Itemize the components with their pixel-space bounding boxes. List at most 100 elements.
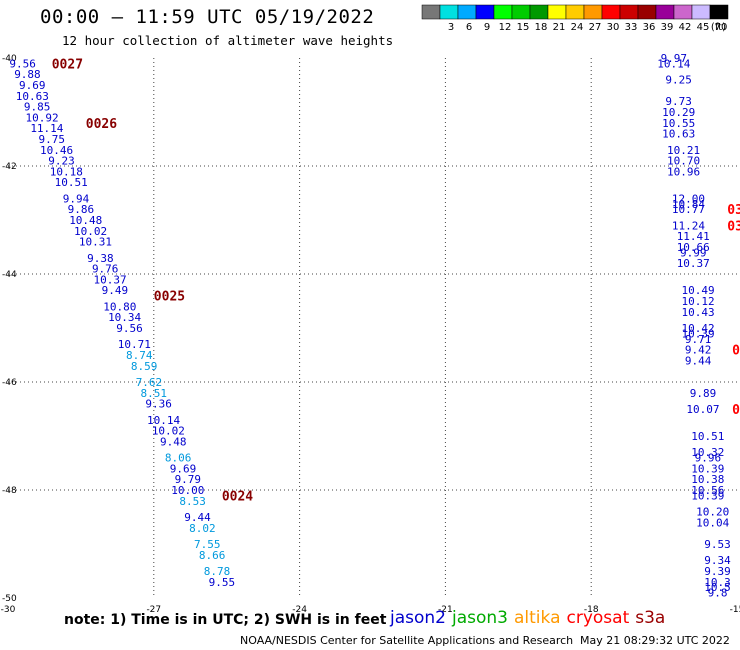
colorbar-tick-label: 36	[643, 22, 656, 33]
colorbar: 3 6 9 12 15 18 21 24 27 30 33 36 39 42 45 70(ft)	[421, 4, 729, 33]
colorbar-tick-label: 12	[499, 22, 512, 33]
swh-value-label: 10.39	[682, 327, 715, 340]
swh-value-label: 8.02	[189, 522, 216, 535]
swh-value-label: 10.63	[662, 128, 695, 141]
swh-value-label: 9.97	[661, 52, 688, 65]
swh-value-label: 10.37	[677, 257, 710, 270]
swh-value-label: 10.00	[171, 484, 204, 497]
swh-value-label: 9.56	[116, 322, 143, 335]
mission-legend-item: jason2	[390, 608, 446, 628]
colorbar-tick-label: 15	[517, 22, 530, 33]
colorbar-tick-label: 24	[571, 22, 584, 33]
mission-legend-item: jason3	[452, 608, 508, 628]
swh-value-label: 11.24	[672, 219, 705, 232]
swh-value-label: 8.78	[204, 565, 231, 578]
time-label: 0	[732, 403, 740, 418]
y-tick-label: -44	[2, 270, 17, 280]
time-label: 0024	[222, 489, 253, 504]
swh-value-label: 10.04	[696, 516, 729, 529]
colorbar-tick-label: 70	[715, 22, 728, 33]
time-label: 0354	[727, 219, 740, 234]
swh-value-label: 10.02	[152, 425, 185, 438]
x-tick-label: -24	[292, 605, 307, 615]
swh-value-label: 9.44	[685, 354, 712, 367]
swh-value-label: 10.46	[40, 144, 73, 157]
swh-value-label: 9.42	[685, 344, 712, 357]
swh-value-label: 8.66	[199, 549, 226, 562]
y-tick-label: -50	[2, 594, 17, 604]
chart-subtitle: 12 hour collection of altimeter wave hei…	[62, 33, 394, 48]
time-label: 0026	[86, 117, 117, 132]
y-tick-label: -48	[2, 486, 17, 496]
swh-value-label: 10.3	[704, 576, 731, 589]
swh-value-label: 10.66	[677, 241, 710, 254]
mission-legend-item: s3a	[635, 608, 666, 628]
swh-value-label: 9.39	[704, 565, 731, 578]
swh-value-label: 9.25	[665, 74, 692, 87]
swh-value-label: 9.89	[690, 387, 717, 400]
colorbar-tick-label: 21	[553, 22, 566, 33]
x-tick-label: -15	[730, 605, 740, 615]
swh-value-label: 10.56	[691, 484, 724, 497]
footer-note: note: 1) Time is in UTC; 2) SWH is in fe…	[64, 612, 387, 628]
colorbar-tick-label: 6	[466, 22, 472, 33]
swh-value-label: 10.49	[682, 284, 715, 297]
swh-value-label: 9.71	[685, 333, 712, 346]
swh-value-label: 10.80	[103, 300, 136, 313]
colorbar-tick-label: 45	[697, 22, 710, 33]
swh-value-label: 9.73	[665, 95, 692, 108]
swh-value-label: 9.53	[704, 538, 731, 551]
swh-value-label: 9.88	[14, 68, 41, 81]
swh-value-label: 10.21	[667, 144, 700, 157]
y-tick-label: -40	[2, 54, 17, 64]
colorbar-tick-label: 27	[589, 22, 602, 33]
generated-timestamp: May 21 08:29:32 UTC 2022	[580, 634, 730, 647]
plot-area: -30 -27 -24 -21 -18 -15 -40 -42 -44 -46 -48 -50 9.56…	[1, 52, 740, 615]
swh-value-label: 10.5	[704, 581, 731, 594]
swh-value-label: 10.07	[686, 403, 719, 416]
swh-value-label: 10.14	[657, 57, 690, 70]
swh-value-label: 9.69	[19, 79, 46, 92]
time-label: 0353	[727, 203, 740, 218]
swh-value-label: 9.23	[48, 155, 75, 168]
time-label: 0025	[154, 290, 185, 305]
swh-value-label: 10.77	[672, 203, 705, 216]
colorbar-swatch	[709, 4, 729, 20]
swh-value-label: 9.69	[170, 462, 197, 475]
swh-value-label: 10.84	[672, 198, 705, 211]
swh-value-label: 9.96	[695, 452, 722, 465]
swh-value-label: 9.48	[160, 435, 187, 448]
swh-value-label: 9.94	[63, 192, 90, 205]
swh-value-label: 11.14	[30, 122, 63, 135]
credit-line: NOAA/NESDIS Center for Satellite Applica…	[240, 634, 574, 647]
swh-value-label: 10.43	[682, 306, 715, 319]
swh-value-label: 9.36	[145, 398, 172, 411]
swh-value-label: 9.34	[704, 554, 731, 567]
swh-value-label: 10.37	[93, 273, 126, 286]
swh-value-label: 10.12	[682, 295, 715, 308]
x-tick-label: -18	[584, 605, 599, 615]
swh-value-label: 10.42	[682, 322, 715, 335]
swh-value-label: 10.29	[662, 106, 695, 119]
swh-value-label: 8.51	[141, 387, 168, 400]
swh-value-label: 9.49	[102, 284, 129, 297]
colorbar-tick-label: 9	[484, 22, 490, 33]
swh-value-label: 10.96	[667, 165, 700, 178]
colorbar-tick-label: 18	[535, 22, 548, 33]
swh-value-label: 12.00	[672, 192, 705, 205]
swh-value-label: 9.99	[680, 246, 707, 259]
mission-legend-item: cryosat	[566, 608, 630, 628]
swh-value-label: 9.44	[184, 511, 211, 524]
x-tick-label: -27	[146, 605, 161, 615]
swh-value-label: 9.79	[175, 473, 202, 486]
swh-value-label: 8.74	[126, 349, 153, 362]
time-label: 0027	[52, 57, 83, 72]
swh-value-label: 10.39	[691, 489, 724, 502]
swh-value-label: 9.85	[24, 101, 51, 114]
swh-value-label: 9.56	[9, 57, 36, 70]
x-tick-label: -30	[1, 605, 16, 615]
swh-value-label: 10.51	[55, 176, 88, 189]
swh-value-label: 9.75	[38, 133, 65, 146]
swh-value-label: 10.70	[667, 155, 700, 168]
swh-value-label: 9.55	[209, 576, 236, 589]
